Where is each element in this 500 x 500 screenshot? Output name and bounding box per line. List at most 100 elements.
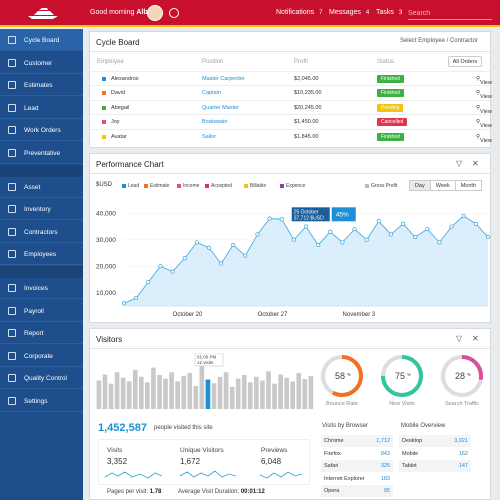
sidebar-item-corporate[interactable]: Corporate [0, 345, 83, 367]
visitor-bar[interactable] [187, 373, 193, 409]
visitor-bar[interactable] [278, 374, 283, 410]
data-point[interactable] [291, 237, 296, 242]
visitor-bar[interactable] [114, 372, 120, 409]
data-point[interactable] [206, 245, 211, 250]
legend-item[interactable]: Expence [280, 183, 305, 189]
visitor-bar[interactable] [217, 376, 223, 409]
sidebar-item-lead[interactable]: Lead [0, 97, 83, 119]
visitor-bar[interactable] [205, 379, 211, 409]
visitor-bar[interactable] [254, 376, 259, 409]
sidebar-item-customer[interactable]: Customer [0, 52, 83, 74]
visitor-bar[interactable] [157, 374, 162, 409]
visitor-bar[interactable] [175, 381, 180, 409]
visitor-bar[interactable] [235, 378, 241, 409]
sidebar-item-cycle-board[interactable]: Cycle Board [0, 29, 83, 51]
employee-position-link[interactable]: Master Carpenter [202, 76, 245, 82]
data-point[interactable] [485, 235, 490, 240]
power-icon[interactable] [169, 8, 179, 18]
avatar[interactable] [147, 5, 163, 21]
legend-item[interactable]: Accepted [205, 183, 232, 189]
sidebar-item-work-orders[interactable]: Work Orders [0, 119, 83, 142]
legend-item[interactable]: Income [177, 183, 199, 189]
visitor-bar[interactable] [229, 386, 235, 409]
data-point[interactable] [401, 221, 406, 226]
visitor-bar[interactable] [145, 382, 150, 409]
visitor-bar[interactable] [308, 375, 314, 409]
data-point[interactable] [170, 269, 175, 274]
data-point[interactable] [158, 264, 163, 269]
sidebar-item-preventative[interactable]: Preventative [0, 142, 83, 164]
visitor-bar[interactable] [151, 367, 156, 409]
data-point[interactable] [231, 242, 236, 248]
nav-tasks[interactable]: Tasks 3 [376, 9, 403, 16]
visitor-bar[interactable] [223, 372, 229, 409]
view-button[interactable]: ⚲ View [475, 90, 492, 101]
filter-icon[interactable]: ▽ [456, 334, 463, 343]
legend-item[interactable]: Estimate [144, 183, 169, 189]
data-point[interactable] [243, 253, 248, 258]
sidebar-item-asset[interactable]: Asset [0, 176, 83, 198]
data-point[interactable] [413, 235, 418, 240]
data-point[interactable] [267, 216, 272, 221]
visitor-bar[interactable] [260, 380, 265, 409]
visitor-bar[interactable] [193, 386, 199, 409]
data-point[interactable] [146, 280, 151, 285]
visitor-bar[interactable] [126, 381, 132, 409]
nav-messages[interactable]: Messages 4 [329, 9, 370, 16]
visitor-bar[interactable] [138, 376, 144, 409]
search-input[interactable] [408, 7, 492, 20]
range-week-button[interactable]: Week [431, 181, 456, 190]
data-point[interactable] [194, 240, 199, 245]
employee-position-link[interactable]: Boatswain [202, 119, 228, 126]
data-point[interactable] [121, 301, 127, 306]
data-point[interactable] [473, 221, 478, 226]
visitor-bar[interactable] [132, 369, 138, 409]
data-point[interactable] [461, 213, 466, 218]
nav-notifications[interactable]: Notifications 7 [276, 9, 323, 16]
sidebar-item-employees[interactable]: Employees [0, 243, 83, 266]
visitor-bar[interactable] [163, 378, 168, 409]
visitor-bar[interactable] [199, 364, 205, 409]
legend-item[interactable]: Billable [244, 183, 266, 189]
data-point[interactable] [364, 237, 369, 242]
view-button[interactable]: ⚲ View [475, 119, 492, 130]
yacht-logo-icon[interactable] [26, 7, 60, 20]
data-point[interactable] [352, 227, 357, 232]
close-icon[interactable]: ✕ [472, 159, 479, 168]
data-point[interactable] [340, 240, 345, 245]
visitor-bar[interactable] [241, 374, 247, 409]
visitor-bar[interactable] [247, 382, 253, 409]
sidebar-item-payroll[interactable]: Payroll [0, 300, 83, 322]
view-button[interactable]: ⚲ View [475, 104, 492, 115]
data-point[interactable] [134, 296, 139, 301]
view-button[interactable]: ⚲ View [475, 133, 492, 144]
visitor-bar[interactable] [302, 379, 308, 409]
visitor-bar[interactable] [211, 383, 217, 409]
sidebar-item-invoices[interactable]: Invoices [0, 277, 83, 299]
employee-position-link[interactable]: Captain [202, 90, 221, 97]
legend-item[interactable]: Lead [122, 183, 139, 189]
data-point[interactable] [182, 256, 187, 261]
visitor-bar[interactable] [102, 374, 108, 410]
data-point[interactable] [437, 240, 442, 245]
sidebar-item-settings[interactable]: Settings [0, 390, 83, 412]
visitor-bar[interactable] [169, 372, 174, 409]
visitor-bar[interactable] [120, 377, 126, 409]
range-day-button[interactable]: Day [409, 181, 431, 190]
data-point[interactable] [219, 261, 224, 266]
employee-position-link[interactable]: Sailor [202, 133, 217, 140]
sidebar-item-estimates[interactable]: Estimates [0, 74, 83, 97]
visitor-bar[interactable] [272, 383, 277, 409]
visitor-bar[interactable] [290, 381, 296, 409]
employee-position-link[interactable]: Quarter Master [202, 104, 239, 111]
sidebar-item-contractors[interactable]: Contractors [0, 221, 83, 243]
data-point[interactable] [449, 224, 454, 229]
close-icon[interactable]: ✕ [472, 334, 479, 343]
visitor-bar[interactable] [284, 377, 289, 409]
filter-icon[interactable]: ▽ [456, 159, 463, 168]
visitor-bar[interactable] [96, 380, 102, 409]
data-point[interactable] [376, 219, 381, 224]
legend-item[interactable]: Gross Profit [365, 183, 397, 189]
sidebar-item-inventory[interactable]: Inventory [0, 198, 83, 221]
visitor-bar[interactable] [266, 371, 271, 409]
